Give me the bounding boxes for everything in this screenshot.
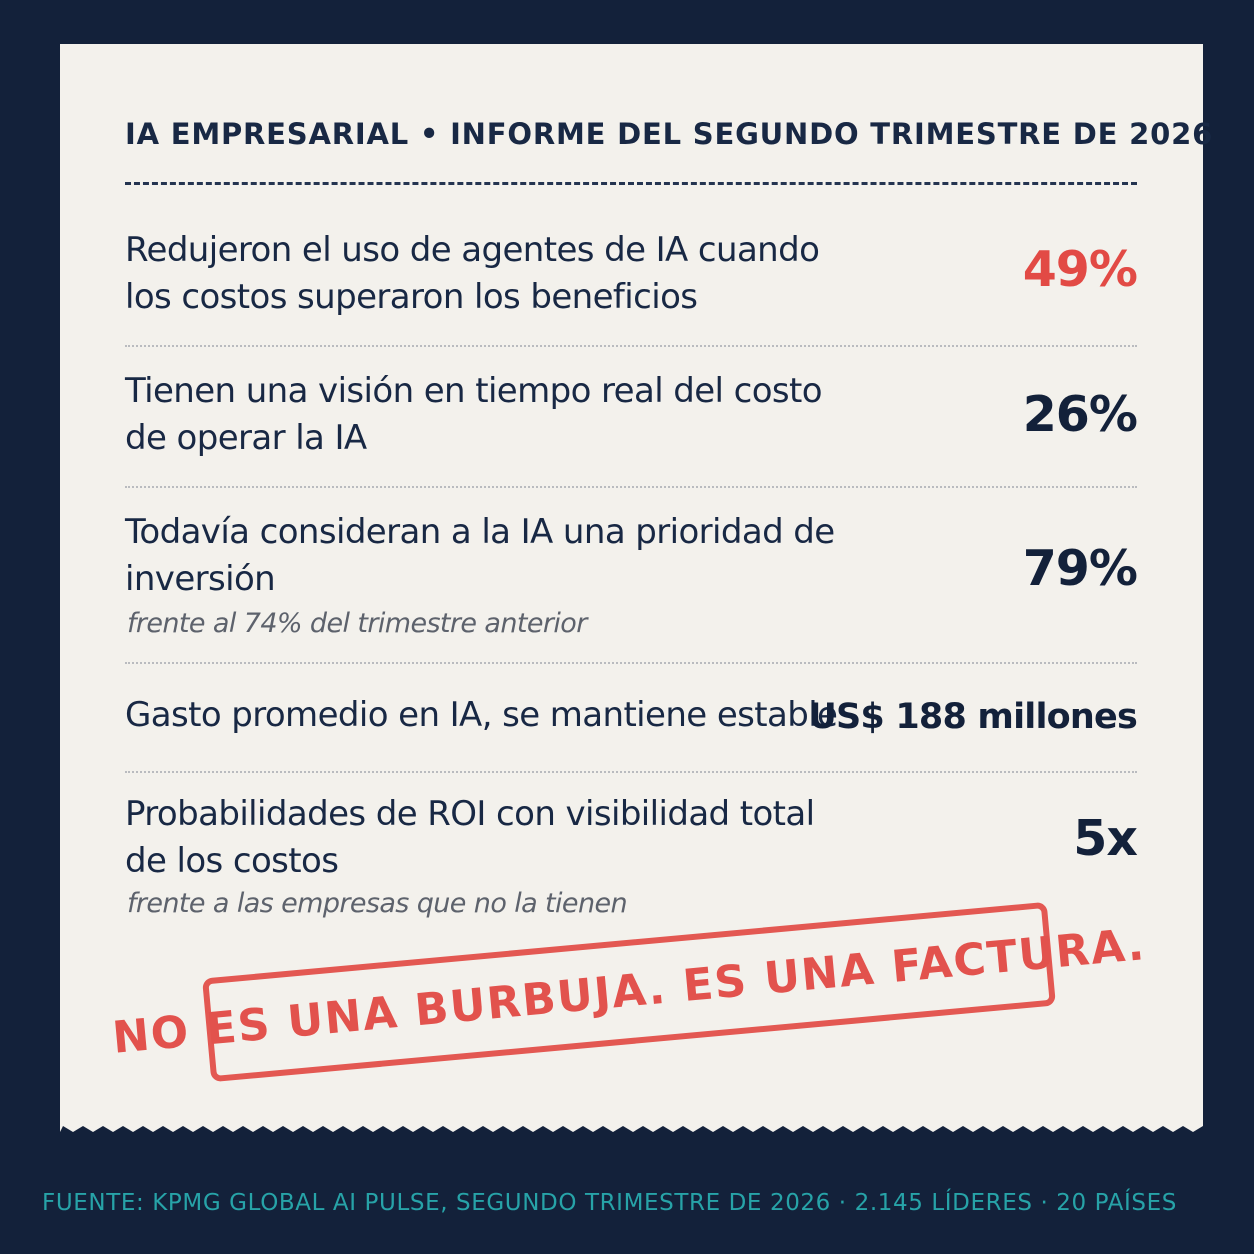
- row-divider: [125, 486, 1137, 488]
- report-header: IA EMPRESARIAL • INFORME DEL SEGUNDO TRI…: [125, 117, 1214, 151]
- row-4-label: Gasto promedio en IA, se mantiene establ…: [125, 695, 838, 735]
- row-5-note: frente a las empresas que no la tienen: [127, 888, 628, 919]
- row-3-value: 79%: [1022, 540, 1138, 597]
- row-5-label: Probabilidades de ROI con visibilidad to…: [125, 794, 815, 881]
- row-divider: [125, 345, 1137, 347]
- row-2-label: Tienen una visión en tiempo real del cos…: [125, 371, 823, 458]
- row-1-label: Redujeron el uso de agentes de IA cuando…: [125, 230, 820, 317]
- row-divider: [125, 771, 1137, 773]
- row-2-value: 26%: [1022, 386, 1138, 443]
- header-divider: [125, 182, 1137, 185]
- row-5-value: 5x: [1073, 810, 1138, 867]
- receipt-paper: [60, 44, 1203, 1126]
- row-4-value: US$ 188 millones: [808, 697, 1137, 737]
- receipt-torn-edge: [60, 1108, 1203, 1132]
- source-caption: FUENTE: KPMG GLOBAL AI PULSE, SEGUNDO TR…: [42, 1190, 1177, 1216]
- row-3-note: frente al 74% del trimestre anterior: [127, 608, 587, 639]
- row-divider: [125, 662, 1137, 664]
- row-3-label: Todavía consideran a la IA una prioridad…: [125, 512, 835, 599]
- row-1-value: 49%: [1022, 241, 1138, 298]
